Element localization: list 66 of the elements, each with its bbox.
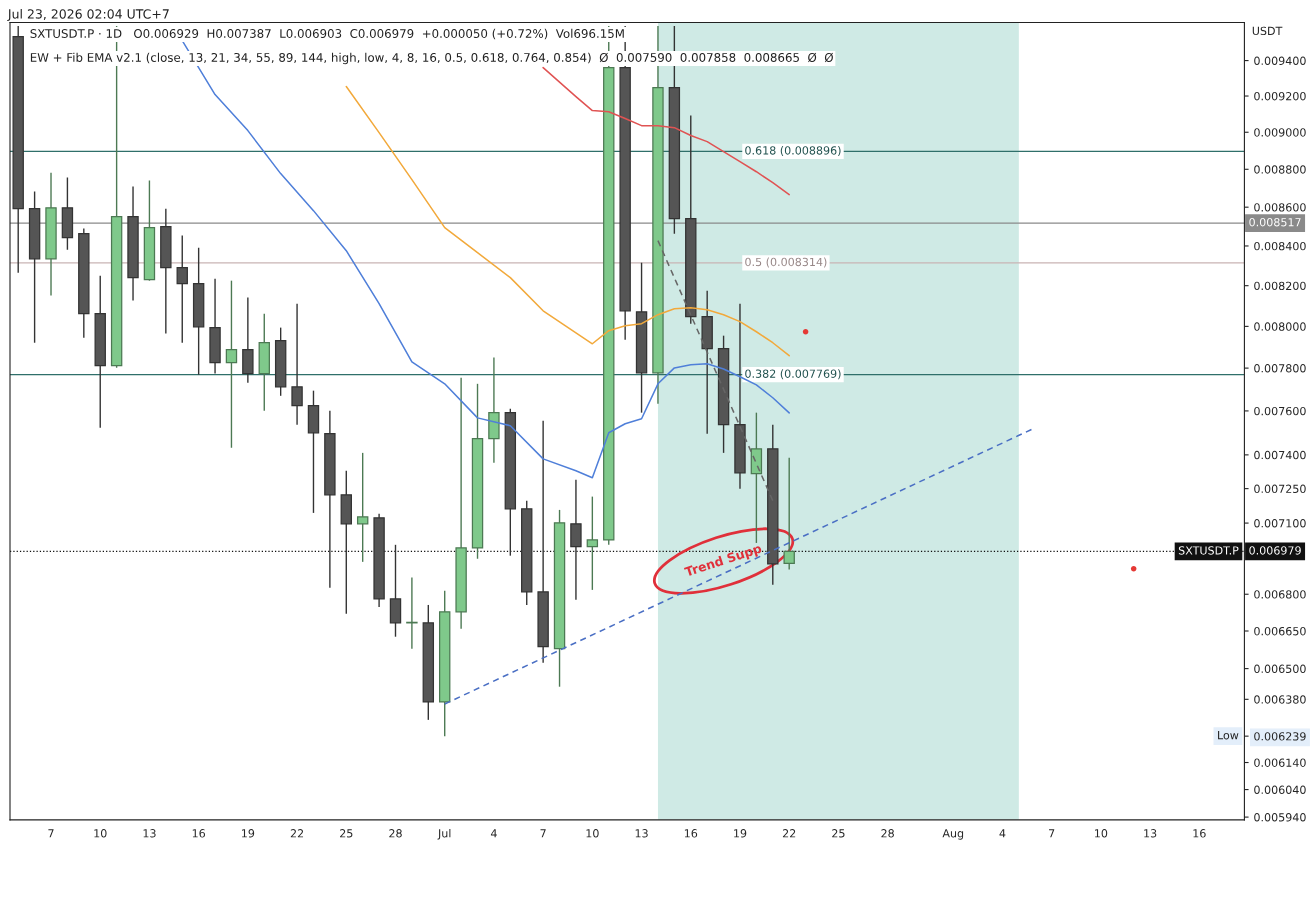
x-tick-label: 13 <box>1144 829 1157 838</box>
x-tick-label: 4 <box>999 829 1006 838</box>
x-tick-label: 16 <box>1193 829 1206 838</box>
candlestick <box>389 544 402 638</box>
x-tick-label: 16 <box>192 829 206 838</box>
annotation: Low <box>1218 731 1239 740</box>
y-axis-title: USDT <box>1252 26 1283 36</box>
x-tick-label: 16 <box>684 829 698 838</box>
y-tick-label: 0.008600 <box>1254 203 1306 212</box>
candlestick <box>291 302 303 426</box>
ref-line-label: 0.382 (0.007769) <box>745 369 841 380</box>
x-tick-label: 10 <box>94 829 107 838</box>
annotation: SXTUSDT.P <box>1178 546 1239 555</box>
y-tick-label: 0.008200 <box>1254 281 1306 291</box>
y-tick-label: 0.006650 <box>1254 626 1306 636</box>
x-tick-label: 13 <box>143 829 156 838</box>
y-tick-label: 0.007600 <box>1254 406 1306 416</box>
y-tick-label: 0.008400 <box>1254 241 1306 251</box>
x-tick-label: 19 <box>242 829 255 838</box>
x-tick-label: 7 <box>48 829 54 838</box>
x-tick-label: 7 <box>1049 829 1055 838</box>
x-tick-label: Aug <box>942 829 964 840</box>
x-tick-label: Jul <box>437 828 451 840</box>
y-tick-label: 0.006500 <box>1254 664 1306 673</box>
ref-line-label: 0.618 (0.008896) <box>745 146 841 156</box>
y-tick-label: 0.009000 <box>1254 128 1306 137</box>
y-tick-label: 0.007100 <box>1254 519 1306 528</box>
x-tick-label: 25 <box>832 829 845 838</box>
y-tick-label: 0.005940 <box>1254 813 1306 822</box>
y-tick-label: 0.008000 <box>1254 322 1306 331</box>
x-tick-label: 4 <box>490 829 497 838</box>
x-tick-label: 22 <box>290 829 304 838</box>
ref-line-label: 0.008517 <box>1249 217 1301 227</box>
x-tick-label: 13 <box>635 829 648 838</box>
y-tick-label: 0.007400 <box>1254 450 1306 460</box>
y-tick-label: 0.008800 <box>1254 165 1306 174</box>
candlestick <box>570 479 582 601</box>
x-tick-label: 22 <box>782 829 796 838</box>
y-tick-label: 0.006380 <box>1254 695 1306 704</box>
ref-line-label: 0.5 (0.008314) <box>745 257 827 268</box>
y-tick-label: 0.006800 <box>1254 590 1306 599</box>
y-tick-label: 0.006140 <box>1254 758 1306 767</box>
x-tick-label: 28 <box>389 829 402 838</box>
text: EW + Fib EMA v2.1 (close, 13, 21, 34, 55, 89, 144, high, low, 4, 8, 16, 0.5, 0.618, 0.764, 0.854) Ø 0.007590 0.007858 0.008665 Ø Ø <box>30 52 833 65</box>
candlestick <box>356 452 369 563</box>
y-tick-label: 0.007800 <box>1254 364 1306 373</box>
y-tick-label: 0.006040 <box>1254 785 1306 794</box>
candlestick <box>586 495 599 591</box>
candlestick <box>242 296 254 384</box>
x-tick-label: 25 <box>340 829 353 838</box>
chart-title: SXTUSDT.P · 1D O0.006929 H0.007387 L0.006903 C0.006979 +0.000050 (+0.72%) Vol696.15M <box>30 28 624 40</box>
candlestick <box>176 234 188 344</box>
candlestick <box>225 279 238 449</box>
x-tick-label: 19 <box>734 829 747 838</box>
text: Jul 23, 2026 02:04 UTC+7 <box>7 8 169 21</box>
annotation: Trend Supp <box>683 543 763 580</box>
y-tick-label: 0.009200 <box>1254 92 1306 101</box>
x-tick-label: 7 <box>540 829 546 838</box>
y-tick-label: 0.007250 <box>1254 484 1306 494</box>
y-tick-label: 0.009400 <box>1254 56 1306 65</box>
x-tick-label: 10 <box>586 829 599 838</box>
ref-line-label: 0.006979 <box>1249 546 1301 555</box>
x-tick-label: 28 <box>881 829 894 838</box>
y-tick-label: 0.006239 <box>1254 732 1306 741</box>
candlestick <box>783 457 795 571</box>
x-tick-label: 10 <box>1095 829 1108 838</box>
